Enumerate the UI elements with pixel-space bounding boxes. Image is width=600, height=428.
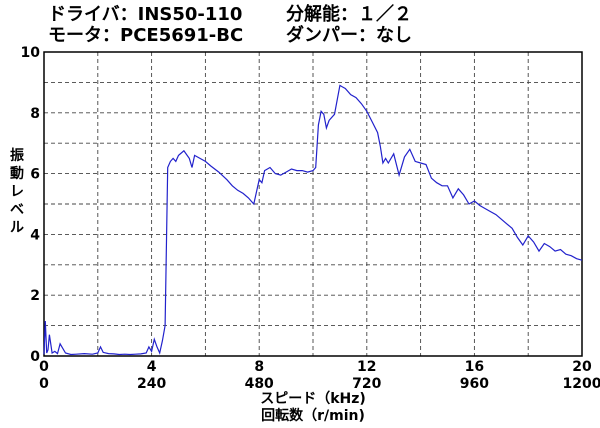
x-tick-labels: 0 4 8 12 16 20 <box>39 359 592 375</box>
y-axis-label-char: ル <box>10 220 24 236</box>
y-tick-label: 6 <box>30 167 40 183</box>
y-axis-label-char: ベ <box>10 202 24 218</box>
damper-label: ダンパー：なし <box>286 25 412 46</box>
x2-tick-label: 960 <box>460 376 489 392</box>
plot-frame <box>43 51 583 357</box>
motor-label: モータ：PCE5691-BC <box>48 25 244 46</box>
x-tick-label: 0 <box>39 359 49 375</box>
x2-tick-label: 1200 <box>563 376 600 392</box>
y-tick-labels: 0 2 4 6 8 10 <box>21 45 41 365</box>
vibration-series-line <box>43 84 583 356</box>
y-tick-label: 2 <box>30 288 40 304</box>
y-axis-label-char: 動 <box>10 165 24 182</box>
resolution-label: 分解能：１／２ <box>286 4 412 25</box>
x2-tick-labels: 0 240 480 720 960 1200 <box>39 376 600 392</box>
x2-tick-label: 240 <box>137 376 166 392</box>
y-tick-label: 4 <box>30 227 40 243</box>
x-axis-label: スピード（kHz) <box>260 391 366 407</box>
grid <box>44 52 582 356</box>
x2-tick-label: 480 <box>245 376 274 392</box>
y-axis-label-char: レ <box>10 184 24 200</box>
y-axis-label-char: 振 <box>10 147 24 164</box>
x-tick-label: 4 <box>147 359 157 375</box>
y-tick-label: 8 <box>30 106 40 122</box>
x2-tick-label: 0 <box>39 376 49 392</box>
y-tick-label: 0 <box>30 349 40 365</box>
x2-axis-label: 回転数（r/min) <box>261 407 365 424</box>
y-tick-label: 10 <box>21 45 41 61</box>
x-tick-label: 12 <box>357 359 376 375</box>
driver-label: ドライバ：INS50-110 <box>48 4 243 25</box>
x2-tick-label: 720 <box>352 376 381 392</box>
x-tick-label: 20 <box>572 359 592 375</box>
x-tick-label: 8 <box>254 359 264 375</box>
x-tick-label: 16 <box>465 359 484 375</box>
